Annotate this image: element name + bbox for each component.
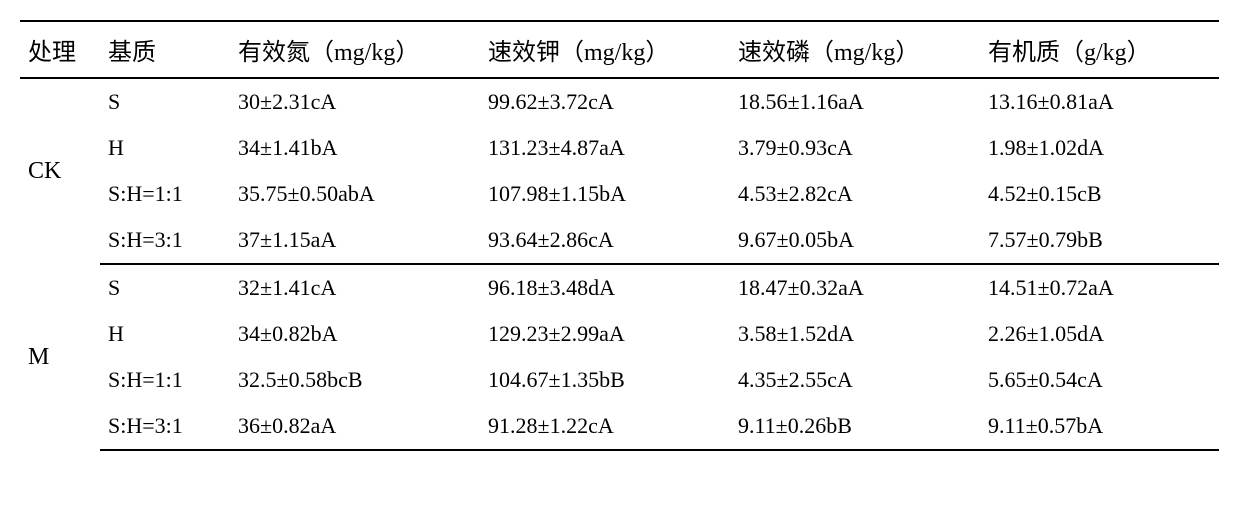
value-cell-n: 30±2.31cA — [230, 78, 480, 125]
col-header-treatment: 处理 — [20, 21, 100, 78]
substrate-cell: H — [100, 125, 230, 171]
treatment-cell: M — [20, 264, 100, 450]
col-header-n: 有效氮（mg/kg） — [230, 21, 480, 78]
substrate-cell: S — [100, 264, 230, 311]
col-header-k: 速效钾（mg/kg） — [480, 21, 730, 78]
substrate-cell: S — [100, 78, 230, 125]
table-row: M S 32±1.41cA 96.18±3.48dA 18.47±0.32aA … — [20, 264, 1219, 311]
value-cell-om: 4.52±0.15cB — [980, 171, 1219, 217]
value-cell-p: 4.53±2.82cA — [730, 171, 980, 217]
treatment-cell: CK — [20, 78, 100, 264]
value-cell-n: 32±1.41cA — [230, 264, 480, 311]
value-cell-p: 4.35±2.55cA — [730, 357, 980, 403]
substrate-cell: S:H=3:1 — [100, 403, 230, 450]
value-cell-n: 32.5±0.58bcB — [230, 357, 480, 403]
value-cell-n: 34±0.82bA — [230, 311, 480, 357]
value-cell-n: 36±0.82aA — [230, 403, 480, 450]
value-cell-p: 3.58±1.52dA — [730, 311, 980, 357]
value-cell-p: 9.67±0.05bA — [730, 217, 980, 264]
value-cell-n: 35.75±0.50abA — [230, 171, 480, 217]
col-header-om: 有机质（g/kg） — [980, 21, 1219, 78]
table-row: CK S 30±2.31cA 99.62±3.72cA 18.56±1.16aA… — [20, 78, 1219, 125]
value-cell-om: 14.51±0.72aA — [980, 264, 1219, 311]
value-cell-k: 131.23±4.87aA — [480, 125, 730, 171]
value-cell-om: 5.65±0.54cA — [980, 357, 1219, 403]
table-row: S:H=3:1 37±1.15aA 93.64±2.86cA 9.67±0.05… — [20, 217, 1219, 264]
value-cell-p: 18.47±0.32aA — [730, 264, 980, 311]
col-header-p: 速效磷（mg/kg） — [730, 21, 980, 78]
value-cell-om: 1.98±1.02dA — [980, 125, 1219, 171]
value-cell-k: 91.28±1.22cA — [480, 403, 730, 450]
value-cell-om: 9.11±0.57bA — [980, 403, 1219, 450]
value-cell-om: 7.57±0.79bB — [980, 217, 1219, 264]
table-row: H 34±0.82bA 129.23±2.99aA 3.58±1.52dA 2.… — [20, 311, 1219, 357]
table-body: CK S 30±2.31cA 99.62±3.72cA 18.56±1.16aA… — [20, 78, 1219, 450]
table-row: S:H=3:1 36±0.82aA 91.28±1.22cA 9.11±0.26… — [20, 403, 1219, 450]
value-cell-p: 3.79±0.93cA — [730, 125, 980, 171]
substrate-cell: S:H=3:1 — [100, 217, 230, 264]
substrate-cell: S:H=1:1 — [100, 171, 230, 217]
value-cell-k: 129.23±2.99aA — [480, 311, 730, 357]
value-cell-n: 37±1.15aA — [230, 217, 480, 264]
value-cell-om: 2.26±1.05dA — [980, 311, 1219, 357]
value-cell-k: 93.64±2.86cA — [480, 217, 730, 264]
table-row: S:H=1:1 35.75±0.50abA 107.98±1.15bA 4.53… — [20, 171, 1219, 217]
value-cell-n: 34±1.41bA — [230, 125, 480, 171]
value-cell-k: 99.62±3.72cA — [480, 78, 730, 125]
value-cell-om: 13.16±0.81aA — [980, 78, 1219, 125]
table-row: S:H=1:1 32.5±0.58bcB 104.67±1.35bB 4.35±… — [20, 357, 1219, 403]
substrate-cell: H — [100, 311, 230, 357]
data-table: 处理 基质 有效氮（mg/kg） 速效钾（mg/kg） 速效磷（mg/kg） 有… — [20, 20, 1219, 451]
col-header-substrate: 基质 — [100, 21, 230, 78]
table-header-row: 处理 基质 有效氮（mg/kg） 速效钾（mg/kg） 速效磷（mg/kg） 有… — [20, 21, 1219, 78]
value-cell-p: 9.11±0.26bB — [730, 403, 980, 450]
substrate-cell: S:H=1:1 — [100, 357, 230, 403]
value-cell-k: 107.98±1.15bA — [480, 171, 730, 217]
value-cell-k: 104.67±1.35bB — [480, 357, 730, 403]
table-row: H 34±1.41bA 131.23±4.87aA 3.79±0.93cA 1.… — [20, 125, 1219, 171]
value-cell-k: 96.18±3.48dA — [480, 264, 730, 311]
value-cell-p: 18.56±1.16aA — [730, 78, 980, 125]
